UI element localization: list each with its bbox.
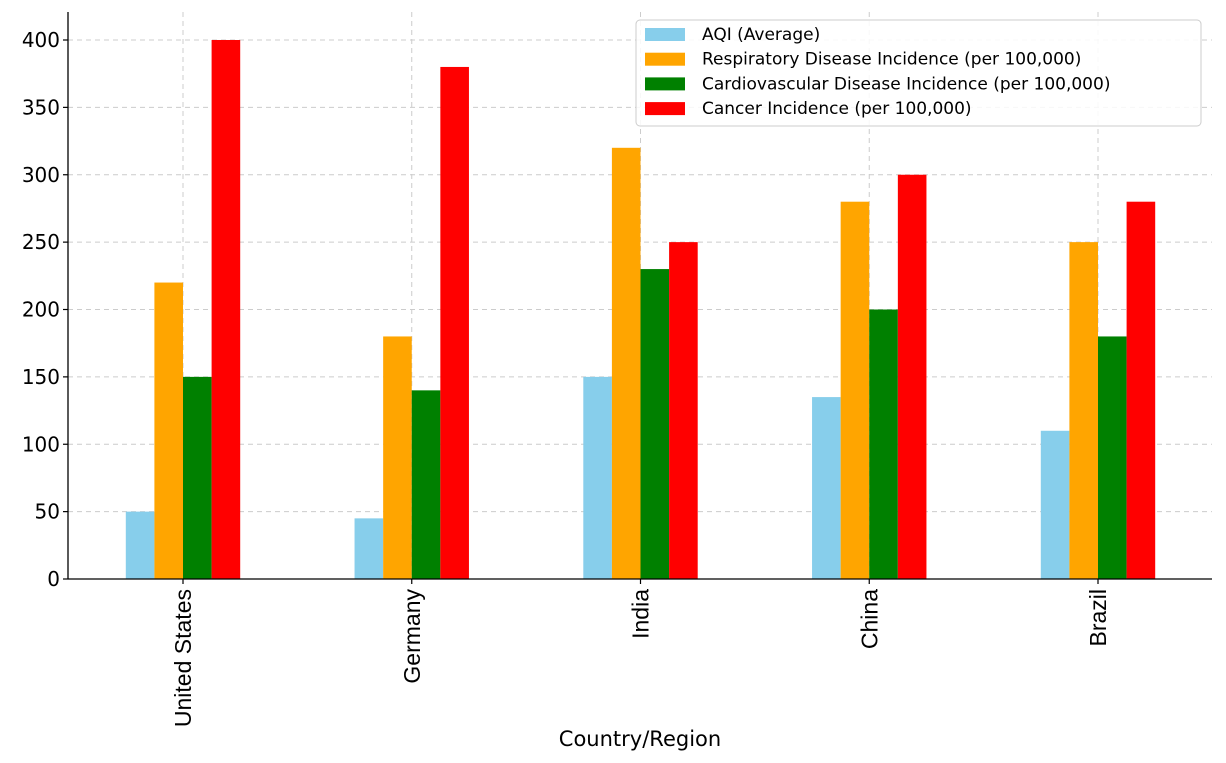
legend: AQI (Average) Respiratory Disease Inciden… — [635, 19, 1202, 127]
bar — [354, 518, 384, 579]
bar — [411, 390, 441, 579]
bar — [183, 376, 212, 579]
y-tick-label: 350 — [22, 95, 60, 119]
x-axis-ticks: United States Germany India China Brazil — [170, 579, 1111, 727]
bar — [211, 40, 241, 579]
bar — [154, 282, 183, 579]
legend-frame — [635, 19, 1202, 127]
y-tick-label: 400 — [22, 28, 60, 52]
y-tick-label: 200 — [22, 298, 60, 322]
y-tick-label: 0 — [47, 567, 60, 591]
legend-swatch — [645, 52, 685, 66]
bar — [897, 174, 927, 579]
bar-series — [125, 40, 1156, 580]
x-tick-label: United States — [170, 589, 196, 727]
legend-label: Respiratory Disease Incidence (per 100,0… — [702, 50, 1081, 70]
legend-swatch — [645, 102, 685, 116]
x-tick-label: Germany — [399, 589, 425, 684]
y-tick-label: 150 — [22, 365, 60, 389]
bar — [1098, 336, 1127, 579]
x-tick-label: China — [856, 589, 882, 649]
legend-label: Cardiovascular Disease Incidence (per 10… — [702, 74, 1110, 94]
legend-swatch — [645, 28, 685, 41]
legend-swatch — [645, 77, 685, 91]
bar — [812, 397, 841, 579]
bar — [840, 201, 870, 579]
bar — [640, 269, 670, 579]
bar — [383, 336, 412, 579]
bar — [1126, 201, 1156, 579]
bar — [1040, 430, 1070, 579]
y-axis-ticks: 0 50 100 150 200 250 300 350 400 — [22, 28, 68, 591]
legend-label: AQI (Average) — [702, 25, 820, 45]
x-tick-label: Brazil — [1085, 589, 1111, 647]
y-tick-label: 50 — [35, 500, 60, 524]
bar — [583, 376, 612, 579]
bar — [869, 309, 898, 579]
bar — [125, 511, 155, 579]
bar — [611, 147, 641, 580]
bar — [669, 242, 698, 579]
bar — [440, 66, 469, 579]
y-tick-label: 250 — [22, 230, 60, 254]
y-tick-label: 300 — [22, 163, 60, 187]
legend-label: Cancer Incidence (per 100,000) — [702, 99, 972, 119]
x-tick-label: India — [628, 589, 654, 639]
bar — [1069, 242, 1098, 579]
x-axis-label: Country/Region — [559, 727, 721, 751]
y-tick-label: 100 — [22, 432, 60, 456]
